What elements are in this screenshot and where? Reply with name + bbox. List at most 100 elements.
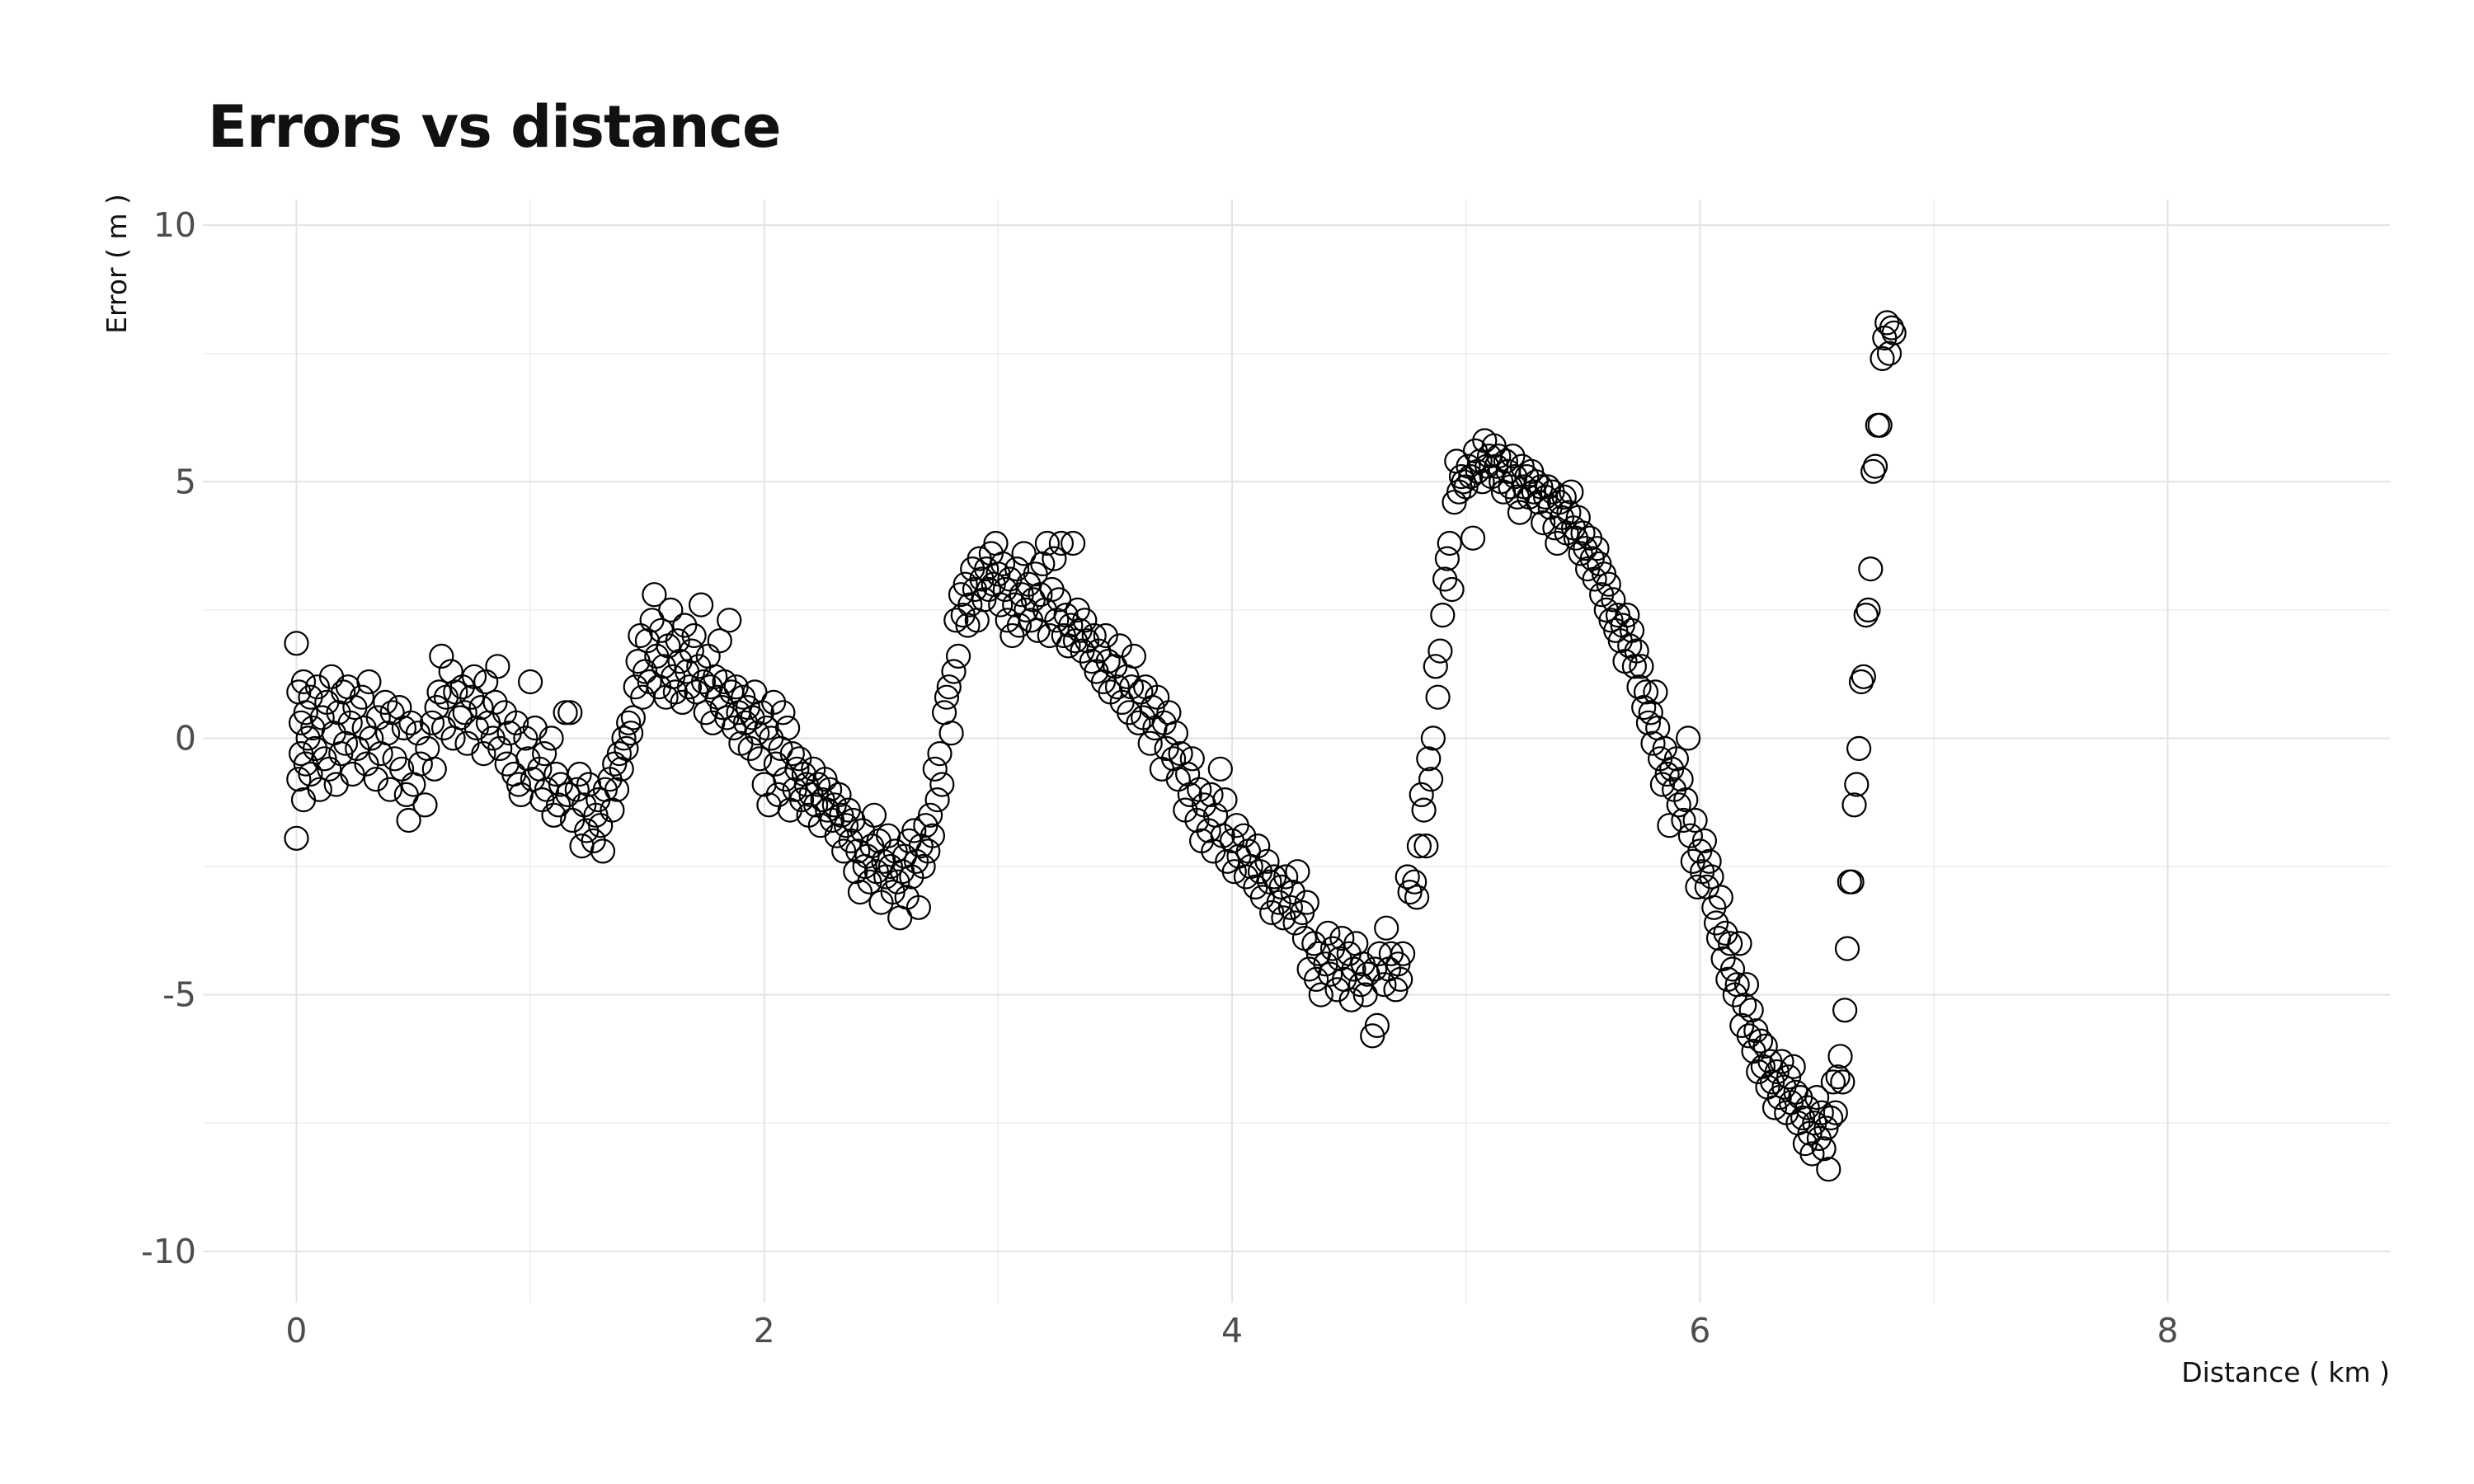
data-point (620, 705, 647, 730)
data-point (1671, 807, 1696, 834)
data-point (286, 767, 312, 792)
data-point (1277, 895, 1304, 920)
data-point (284, 631, 309, 656)
data-point (452, 700, 477, 726)
data-point (461, 664, 487, 689)
data-point (927, 740, 952, 767)
data-point (1867, 412, 1893, 438)
data-point (377, 777, 402, 802)
data-point (1374, 915, 1399, 941)
data-point (531, 740, 557, 767)
data-point (304, 674, 331, 700)
data-point (1710, 946, 1736, 972)
data-point (1545, 530, 1570, 556)
data-point (824, 823, 849, 848)
data-point (1174, 761, 1201, 787)
data-point (1507, 500, 1533, 525)
data-point (1704, 910, 1729, 936)
data-point (487, 735, 513, 762)
data-point (1794, 1095, 1820, 1120)
x-tick-label: 8 (2157, 1311, 2178, 1350)
data-point (990, 551, 1016, 577)
data-point (616, 710, 642, 735)
data-point (1439, 576, 1465, 603)
data-point (910, 853, 936, 880)
data-point (1827, 1044, 1853, 1069)
data-point (917, 802, 943, 828)
data-point (1420, 726, 1446, 751)
data-point (1565, 505, 1591, 530)
data-point (1163, 721, 1189, 746)
data-point (974, 556, 999, 582)
data-point (1388, 966, 1413, 993)
data-point (639, 608, 665, 633)
data-point (760, 689, 787, 716)
data-point (375, 721, 401, 746)
data-point (1011, 541, 1037, 566)
data-point (340, 761, 365, 787)
data-point (1254, 848, 1280, 874)
data-point (665, 628, 690, 654)
data-point (581, 828, 606, 854)
data-point (1657, 813, 1682, 838)
data-point (1486, 444, 1512, 469)
data-point (1500, 444, 1526, 469)
data-point (1570, 520, 1596, 546)
data-point (845, 838, 871, 864)
data-point (391, 715, 416, 741)
data-point (688, 592, 714, 618)
data-point (1411, 797, 1437, 823)
data-point (1402, 869, 1427, 895)
data-point (1221, 859, 1247, 885)
data-point (1668, 767, 1694, 792)
data-point (1856, 597, 1881, 623)
data-point (756, 792, 782, 818)
data-point (1451, 469, 1476, 495)
data-point (1104, 674, 1131, 700)
data-point (1430, 602, 1456, 628)
data-point (717, 608, 742, 633)
data-point (614, 735, 639, 762)
data-point (945, 643, 971, 669)
data-point (1708, 885, 1733, 910)
data-point (651, 654, 676, 679)
data-point (1626, 674, 1652, 700)
data-point (1640, 730, 1666, 756)
data-point (1117, 700, 1142, 726)
data-point (1825, 1064, 1851, 1090)
data-point (1881, 320, 1907, 345)
data-point (604, 777, 630, 802)
data-point (1691, 828, 1717, 854)
data-point (831, 838, 857, 864)
data-point (1329, 925, 1355, 951)
data-point (412, 792, 438, 818)
data-point (920, 823, 946, 848)
data-point (1317, 961, 1343, 987)
data-point (1617, 633, 1643, 659)
data-point (609, 756, 634, 782)
data-point (1418, 767, 1444, 792)
data-point (1028, 582, 1053, 608)
data-point (618, 721, 644, 746)
data-point (1727, 931, 1752, 956)
data-point (1308, 982, 1333, 1007)
data-point (539, 726, 564, 751)
data-point (1060, 530, 1086, 556)
data-point (1048, 530, 1075, 556)
data-point (774, 715, 801, 741)
data-point (1093, 622, 1118, 649)
data-point (1331, 966, 1357, 993)
data-point (1619, 618, 1645, 643)
data-point (1493, 448, 1519, 474)
data-point (721, 715, 747, 741)
data-point (1081, 622, 1107, 649)
data-point (332, 730, 359, 756)
data-point (805, 772, 831, 797)
data-point (290, 787, 317, 813)
data-point (307, 777, 332, 802)
data-point (485, 654, 510, 679)
data-point (1404, 885, 1430, 910)
data-point (1816, 1157, 1841, 1182)
y-tick-label: 10 (153, 205, 196, 245)
data-point (779, 740, 805, 767)
